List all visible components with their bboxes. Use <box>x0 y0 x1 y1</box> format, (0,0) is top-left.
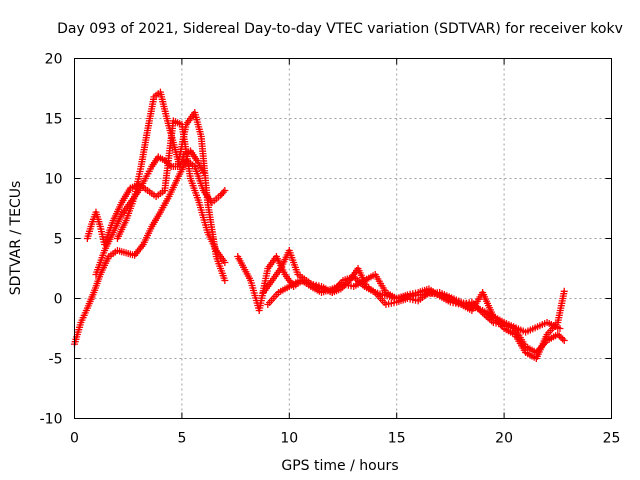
data-points <box>71 88 568 362</box>
data-point <box>560 337 568 344</box>
chart-title: Day 093 of 2021, Sidereal Day-to-day VTE… <box>57 21 623 37</box>
tick-labels: 0 5 10 15 20 25 -10 -5 0 5 10 15 20 <box>40 52 621 447</box>
x-tick-label: 10 <box>280 431 298 447</box>
y-axis-title: SDTVAR / TECUs <box>8 181 24 296</box>
data-point-trail <box>557 334 565 341</box>
data-point <box>554 331 562 338</box>
x-axis-title: GPS time / hours <box>281 458 398 474</box>
y-tick-label: 5 <box>54 232 63 248</box>
x-tick-label: 20 <box>495 431 513 447</box>
y-tick-label: 15 <box>45 112 63 128</box>
x-tick-label: 0 <box>70 431 79 447</box>
data-point <box>556 325 564 332</box>
data-point <box>221 259 229 266</box>
x-tick-label: 5 <box>177 431 186 447</box>
grid-lines <box>74 58 612 419</box>
axis-ticks <box>74 58 612 419</box>
data-point-trail <box>555 332 563 340</box>
y-tick-label: -5 <box>49 352 63 368</box>
data-point <box>221 187 229 194</box>
data-point <box>221 277 229 284</box>
y-tick-label: -10 <box>40 412 63 428</box>
y-tick-label: 10 <box>45 172 63 188</box>
data-point-trail <box>559 335 567 343</box>
data-point <box>199 169 207 176</box>
data-point-trail <box>219 188 227 196</box>
y-tick-label: 20 <box>45 52 63 68</box>
y-tick-label: 0 <box>54 292 63 308</box>
x-tick-label: 15 <box>388 431 406 447</box>
data-point <box>560 287 568 295</box>
x-tick-label: 25 <box>603 431 621 447</box>
